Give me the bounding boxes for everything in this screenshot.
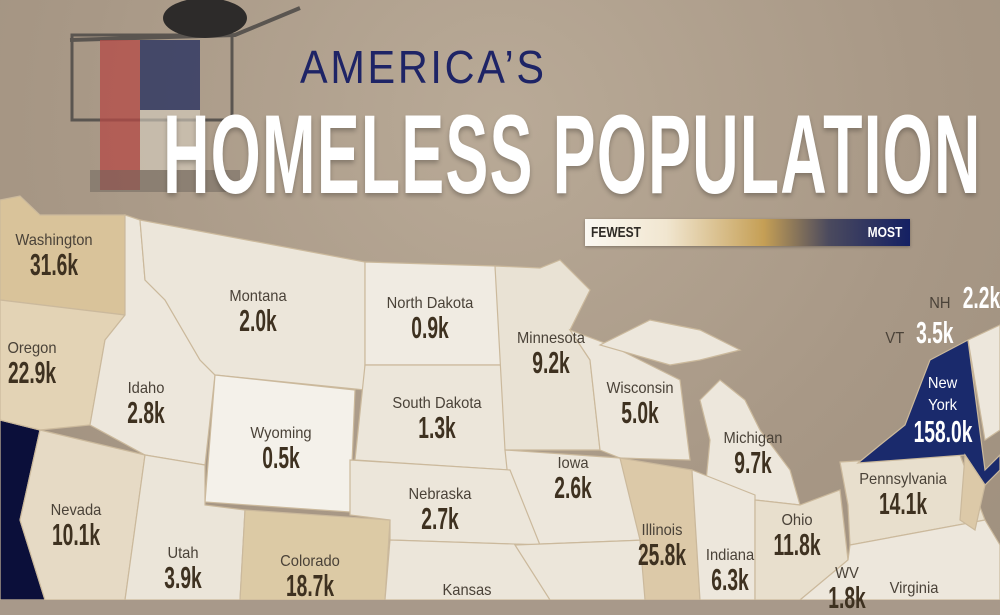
state-name: Nebraska: [408, 486, 472, 503]
us-map: [0, 0, 1000, 600]
state-name: Washington: [15, 232, 93, 249]
legend-min-label: FEWEST: [591, 224, 641, 241]
state-label-new-york: New York 158.0k: [896, 373, 991, 447]
state-michigan-upper: [598, 319, 742, 366]
state-michigan: [699, 379, 801, 506]
state-label-michigan: Michigan 9.7k: [721, 430, 785, 478]
page-title: HOMELESS POPULATION: [163, 92, 982, 217]
state-name: Illinois: [641, 522, 683, 539]
state-name: Michigan: [723, 430, 783, 447]
state-label-idaho: Idaho 2.8k: [116, 380, 176, 428]
state-name: Montana: [229, 288, 287, 305]
state-name: Oregon: [7, 340, 57, 357]
state-value: 3.9k: [164, 560, 202, 595]
shopping-cart-illustration: [69, 0, 301, 192]
state-value: 22.9k: [7, 355, 57, 390]
title-line-1: AMERICA’S: [300, 41, 547, 93]
state-name: Wyoming: [250, 425, 312, 442]
state-name: Virginia: [889, 580, 939, 597]
state-value: 2.6k: [554, 470, 592, 505]
state-label-illinois: Illinois 25.8k: [623, 522, 701, 570]
state-value: 3.5k: [916, 315, 954, 350]
state-label-kansas: Kansas: [440, 582, 493, 600]
state-value: 2.0k: [239, 303, 277, 338]
state-name: South Dakota: [392, 395, 482, 412]
state-value: 0.9k: [411, 310, 449, 345]
state-name: VT: [885, 330, 905, 347]
state-name: Nevada: [50, 502, 102, 519]
state-label-ohio: Ohio 11.8k: [759, 512, 835, 560]
state-label-wyoming: Wyoming 0.5k: [248, 425, 315, 473]
state-name: Kansas: [442, 582, 492, 599]
legend-max-label: MOST: [867, 224, 902, 241]
state-label-utah: Utah 3.9k: [153, 545, 213, 593]
state-name: Ohio: [781, 512, 813, 529]
state-name: Indiana: [705, 547, 755, 564]
state-value: 31.6k: [29, 247, 79, 282]
state-value: 14.1k: [878, 486, 928, 521]
state-label-pennsylvania: Pennsylvania 14.1k: [855, 471, 950, 519]
state-value: 2.8k: [127, 395, 165, 430]
state-value: 9.7k: [734, 445, 772, 480]
state-label-nevada: Nevada 10.1k: [37, 502, 115, 550]
state-wv-virginia: [799, 519, 1000, 600]
state-name: Pennsylvania: [859, 471, 947, 488]
state-value: 0.5k: [262, 440, 300, 475]
state-new-jersey: [959, 453, 986, 531]
state-name: Minnesota: [517, 330, 585, 347]
state-label-vt: VT 3.5k: [885, 315, 966, 350]
state-value: 5.0k: [621, 395, 659, 430]
state-label-north-dakota: North Dakota 0.9k: [383, 295, 477, 343]
state-name: Colorado: [280, 553, 340, 570]
state-label-montana: Montana 2.0k: [227, 288, 289, 336]
color-legend: FEWEST MOST: [585, 219, 910, 246]
state-value: 6.3k: [711, 562, 749, 597]
state-missouri: [513, 539, 651, 600]
state-value: 25.8k: [637, 537, 687, 572]
state-name: Idaho: [127, 380, 165, 397]
state-label-nebraska: Nebraska 2.7k: [406, 486, 474, 534]
state-value: 2.2k: [962, 280, 1000, 315]
state-value: 1.8k: [828, 580, 866, 615]
state-value: 10.1k: [51, 517, 101, 552]
state-colorado: [239, 509, 391, 600]
state-name: Wisconsin: [606, 380, 674, 397]
state-value: 18.7k: [285, 568, 335, 603]
state-label-washington: Washington 31.6k: [12, 232, 96, 280]
state-label-nh: NH 2.2k: [928, 280, 1000, 315]
state-label-wv: WV 1.8k: [817, 565, 877, 613]
state-label-indiana: Indiana 6.3k: [700, 547, 760, 595]
state-label-wisconsin: Wisconsin 5.0k: [604, 380, 677, 428]
state-name: WV: [835, 565, 859, 582]
state-illinois: [619, 457, 701, 600]
state-value: 11.8k: [773, 527, 821, 562]
state-name: North Dakota: [386, 295, 474, 312]
state-name: Iowa: [557, 455, 589, 472]
state-kansas: [384, 539, 551, 600]
state-label-colorado: Colorado 18.7k: [271, 553, 349, 601]
state-label-minnesota: Minnesota 9.2k: [514, 330, 588, 378]
state-label-iowa: Iowa 2.6k: [543, 455, 603, 503]
state-value: 2.7k: [421, 501, 459, 536]
state-nevada: [19, 429, 146, 600]
state-name: New York: [928, 375, 958, 414]
state-label-virginia: Virginia: [887, 580, 940, 598]
state-new-england: [967, 324, 1000, 442]
state-name: NH: [929, 295, 951, 312]
state-label-south-dakota: South Dakota 1.3k: [389, 395, 486, 443]
state-value: 9.2k: [532, 345, 570, 380]
state-value: 1.3k: [418, 410, 456, 445]
state-indiana: [691, 469, 756, 600]
state-name: Utah: [167, 545, 199, 562]
state-label-oregon: Oregon 22.9k: [0, 340, 71, 388]
state-value: 158.0k: [913, 414, 973, 449]
